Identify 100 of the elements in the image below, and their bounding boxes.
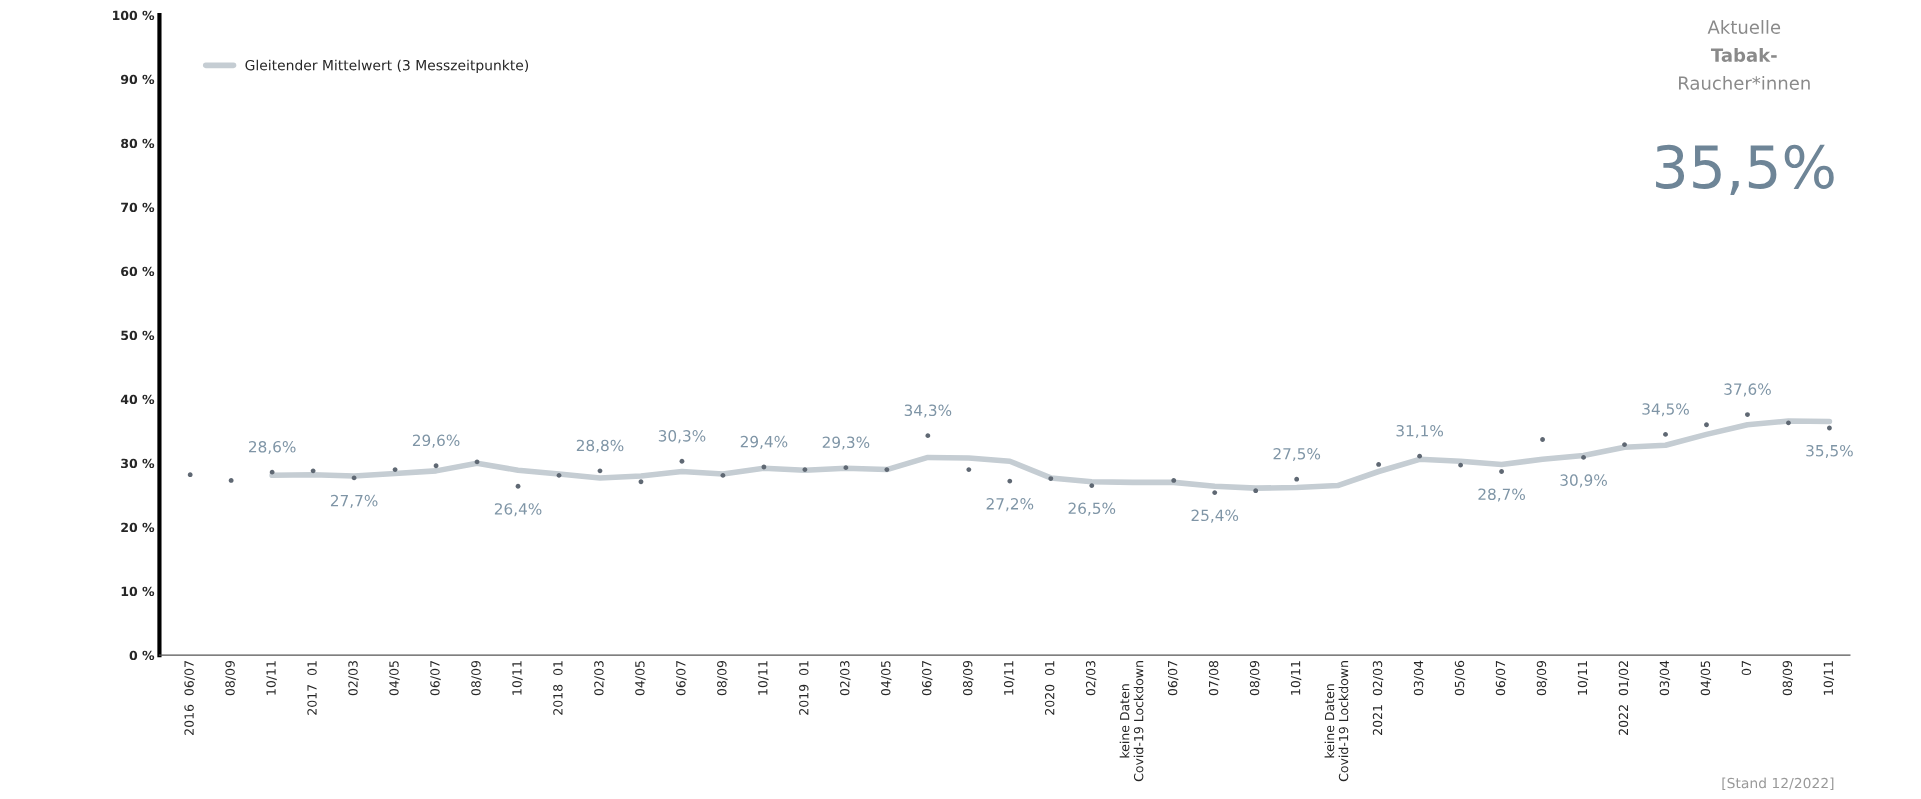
y-tick-label: 80 % [121,138,155,149]
y-tick-label: 100 % [113,10,155,21]
x-tick-label: 2018 01 [553,661,563,715]
x-tick-label: 2020 01 [1044,661,1055,715]
x-tick-label: 06/07 [1167,661,1179,696]
data-label: 29,4% [740,435,788,449]
x-tick-label: 2017 01 [307,661,317,715]
data-label: 27,7% [330,494,378,508]
x-tick-label: 08/09 [1536,660,1548,696]
x-tick-label: 08/09 [225,660,236,696]
x-tick-label: 08/09 [717,660,728,696]
point [556,472,562,478]
y-tick-label: 90 % [120,74,155,85]
y-tick-label: 70 % [121,202,155,213]
x-tick-label: 10/11 [1003,661,1015,695]
point [1212,490,1218,496]
x-tick-label: 10/11 [1577,661,1589,695]
point [1089,483,1095,488]
annotation: 35,5% [1656,144,1834,195]
x-tick-label: 2021 02/03 [1372,661,1384,735]
point [228,478,234,483]
data-label: 28,7% [1478,488,1526,502]
data-label: 29,6% [412,434,460,448]
x-tick-label: keine Daten Covid-19 Lockdown [1119,661,1144,782]
data-label: 29,3% [822,436,870,450]
annotation: Raucher*innen [1679,75,1810,90]
x-tick-label: 10/11 [266,661,277,695]
annotation: Tabak- [1710,47,1777,62]
data-label: 26,5% [1068,502,1116,516]
point [1581,455,1586,460]
point [1786,420,1791,426]
x-tick-label: 2019 01 [799,661,809,715]
y-tick-label: 60 % [121,266,155,277]
x-tick-label: 02/03 [840,661,851,696]
x-tick-label: 05/06 [1454,660,1466,696]
x-tick-label: 07/08 [1208,660,1220,696]
data-label: 25,4% [1191,509,1239,523]
x-tick-label: keine Daten Covid-19 Lockdown [1324,661,1349,782]
point [1745,412,1750,417]
data-label: 34,3% [904,404,952,418]
point [884,467,890,472]
point [1294,476,1300,482]
point [1417,453,1423,459]
y-tick-label: 20 % [121,522,155,533]
x-tick-label: 02/03 [594,661,605,696]
y-tick-label: 40 % [120,394,155,405]
point [802,467,808,472]
annotation: Aktuelle [1707,19,1781,34]
y-tick-label: 10 % [121,586,155,597]
data-label: 37,6% [1724,383,1771,397]
x-tick-label: 10/11 [1823,661,1835,695]
point [843,465,849,471]
point [679,458,685,464]
data-label: 31,1% [1396,424,1444,439]
point [925,433,931,439]
point [187,472,193,478]
x-tick-label: 07 [1741,661,1752,676]
point [433,463,439,469]
x-tick-label: 06/07 [1495,661,1507,696]
text: [Stand 12/2022] [1722,777,1834,790]
point [1622,442,1627,448]
x-tick-label: 06/07 [922,661,933,696]
x-tick-label: 02/03 [348,661,359,696]
x-tick-label: 08/09 [471,660,482,696]
point [720,472,726,478]
x-tick-label: 10/11 [758,661,769,695]
x-tick-label: 2022 01/02 [1618,661,1630,735]
data-label: 35,5% [1806,444,1853,459]
point [1376,462,1382,467]
data-label: 28,6% [248,440,296,455]
point [1171,478,1177,483]
point [1499,469,1504,474]
x-tick-label: 08/09 [963,660,974,696]
point [966,467,972,472]
point [515,483,521,489]
x-tick-label: 04/05 [1700,661,1712,696]
data-label: 27,5% [1273,448,1321,462]
x-tick-label: 04/05 [635,661,646,696]
data-label: 26,4% [494,503,542,517]
x-tick-label: 10/11 [512,661,523,695]
point [1540,437,1545,442]
data-label: 34,5% [1642,403,1689,417]
data-label: 28,8% [576,439,624,453]
x-tick-label: 03/04 [1659,660,1671,696]
x-tick-label: 02/03 [1085,661,1097,696]
point [638,479,644,485]
x-tick-label: 03/04 [1413,660,1425,696]
point [1048,476,1054,481]
x-tick-label: 06/07 [430,661,441,696]
x-tick-label: 08/09 [1249,660,1261,696]
x-tick-label: 10/11 [1290,661,1302,695]
y-tick-label: 0 % [129,650,155,661]
data-label: 30,3% [658,430,706,444]
x-tick-label: 04/05 [881,661,892,696]
data-label: 27,2% [986,498,1034,512]
data-label: 30,9% [1560,474,1607,488]
point [1704,422,1709,428]
point [1663,431,1668,437]
x-tick-label: 06/07 [676,661,687,696]
point [1253,488,1259,494]
